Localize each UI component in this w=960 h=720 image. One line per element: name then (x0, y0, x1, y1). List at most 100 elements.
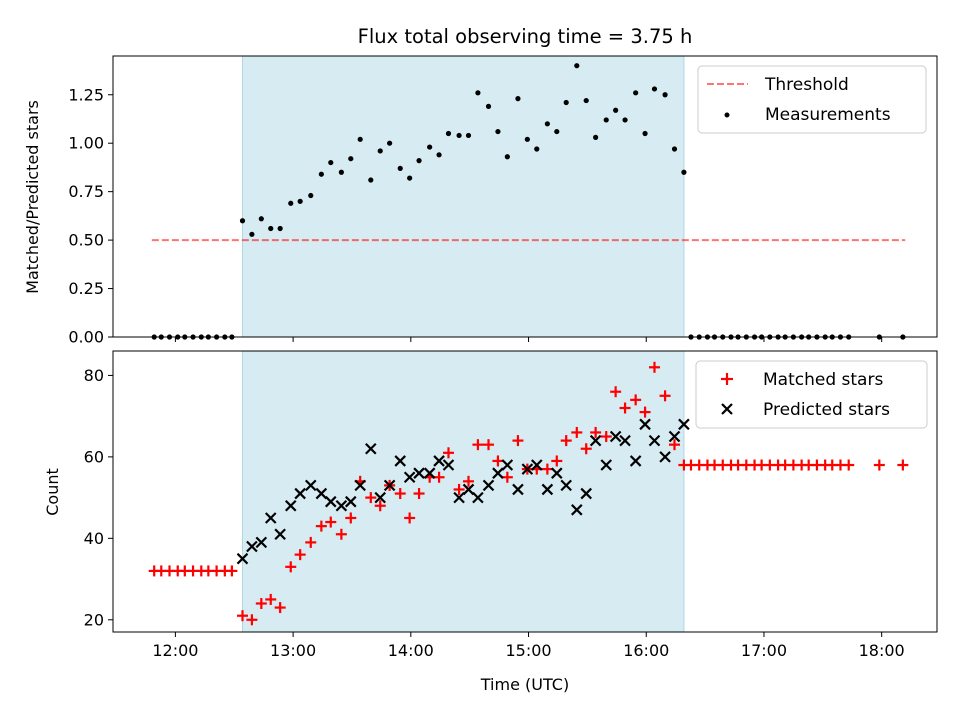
predicted-star-point (629, 455, 642, 467)
matched-star-point (394, 488, 406, 500)
measurement-point (681, 169, 687, 175)
predicted-star-point (659, 451, 671, 463)
figure-title: Flux total observing time = 3.75 h (358, 25, 693, 48)
predicted-star-point (600, 459, 613, 471)
measurement-point (397, 165, 403, 171)
measurement-point (268, 225, 274, 232)
predicted-star-point (264, 512, 277, 524)
bottom-xtick-label: 15:00 (505, 641, 551, 660)
predicted-star-point (304, 479, 317, 492)
predicted-star-point (383, 479, 396, 492)
legend-predicted-label: Predicted stars (763, 400, 890, 420)
measurement-point (328, 159, 334, 166)
matched-star-point (512, 435, 524, 447)
bottom-ytick-label: 80 (84, 366, 104, 385)
bottom-xtick-label: 14:00 (388, 641, 434, 660)
top-chart-panel: 0.00 0.25 0.50 0.75 1.00 1.25 Matched/Predict… (23, 55, 938, 347)
legend-predicted-swatch (721, 403, 733, 415)
measurement-point (318, 171, 324, 177)
predicted-star-point (442, 459, 455, 471)
predicted-stars-series (236, 418, 690, 565)
measurement-point (407, 175, 413, 181)
bottom-xtick-label: 12:00 (152, 641, 198, 660)
predicted-star-point (648, 434, 661, 447)
measurement-point (239, 218, 246, 224)
measurement-point (563, 99, 569, 106)
predicted-star-point (619, 434, 631, 447)
legend-threshold-label: Threshold (764, 75, 849, 95)
predicted-star-point (560, 479, 572, 492)
matched-star-point (274, 602, 286, 614)
predicted-star-point (453, 491, 465, 504)
measurement-point (377, 148, 383, 154)
matched-star-point (648, 361, 660, 373)
matched-star-point (365, 492, 377, 504)
matched-star-point (315, 520, 327, 532)
bottom-ytick-label: 20 (84, 610, 104, 629)
top-ytick-label: 0.25 (68, 279, 104, 298)
measurement-point (504, 154, 510, 160)
matched-star-point (571, 426, 583, 438)
legend-measurements-swatch (724, 112, 730, 118)
predicted-star-point (678, 418, 690, 431)
legend-measurements-label: Measurements (765, 105, 891, 125)
top-ytick-label: 0.75 (68, 182, 104, 201)
predicted-star-point (345, 495, 357, 508)
matched-star-point (305, 536, 317, 548)
observing-window-shade-bottom (241, 350, 685, 633)
matched-star-point (325, 516, 337, 528)
legend-matched-swatch (721, 373, 733, 385)
measurement-point (456, 132, 462, 139)
top-ytick-label: 0.50 (68, 231, 104, 250)
measurement-point (485, 103, 492, 109)
measurement-point (613, 107, 619, 113)
predicted-star-point (462, 483, 475, 496)
top-legend: Threshold Measurements (697, 65, 927, 134)
bottom-axes-frame (112, 350, 938, 633)
matched-star-point (630, 394, 642, 406)
matched-star-point (413, 488, 425, 500)
matched-star-point (639, 406, 651, 418)
measurement-point (288, 200, 294, 206)
matched-star-point (590, 426, 602, 438)
observing-window-shade-top (241, 55, 685, 338)
measurements-series (151, 63, 906, 340)
predicted-star-point (324, 495, 337, 508)
measurement-point (554, 128, 560, 135)
measurement-point (515, 96, 521, 102)
matched-star-point (335, 528, 347, 540)
bottom-xtick-label: 17:00 (741, 641, 787, 660)
matched-star-point (897, 459, 909, 471)
predicted-star-point (365, 442, 377, 455)
bottom-xtick-label: 13:00 (270, 641, 316, 660)
matched-star-point (501, 471, 513, 483)
predicted-star-point (668, 430, 681, 443)
matched-star-point (433, 471, 445, 483)
bottom-ytick-label: 60 (84, 447, 104, 466)
matched-star-point (374, 500, 386, 512)
predicted-star-point (284, 499, 297, 512)
bottom-xtick-label: 18:00 (859, 641, 905, 660)
matched-star-point (492, 455, 504, 467)
top-ytick-label: 1.00 (68, 134, 104, 153)
predicted-star-point (589, 434, 602, 447)
matched-star-point (551, 455, 563, 467)
matched-star-point (541, 463, 553, 475)
measurement-point (475, 90, 481, 96)
predicted-star-point (394, 455, 407, 467)
measurement-point (348, 156, 354, 162)
matched-star-point (442, 447, 454, 459)
predicted-star-point (315, 487, 328, 500)
measurement-point (651, 86, 658, 92)
legend-matched-label: Matched stars (763, 370, 883, 390)
matched-star-point (472, 439, 484, 451)
predicted-star-point (374, 491, 386, 504)
predicted-star-point (492, 467, 504, 479)
predicted-star-point (413, 467, 425, 479)
measurement-point (662, 92, 668, 98)
predicted-star-point (571, 504, 583, 516)
bottom-y-axis: 20 40 60 80 (84, 366, 113, 629)
top-axes-frame (112, 55, 938, 338)
measurement-point (258, 216, 264, 222)
measurement-point (445, 130, 452, 137)
